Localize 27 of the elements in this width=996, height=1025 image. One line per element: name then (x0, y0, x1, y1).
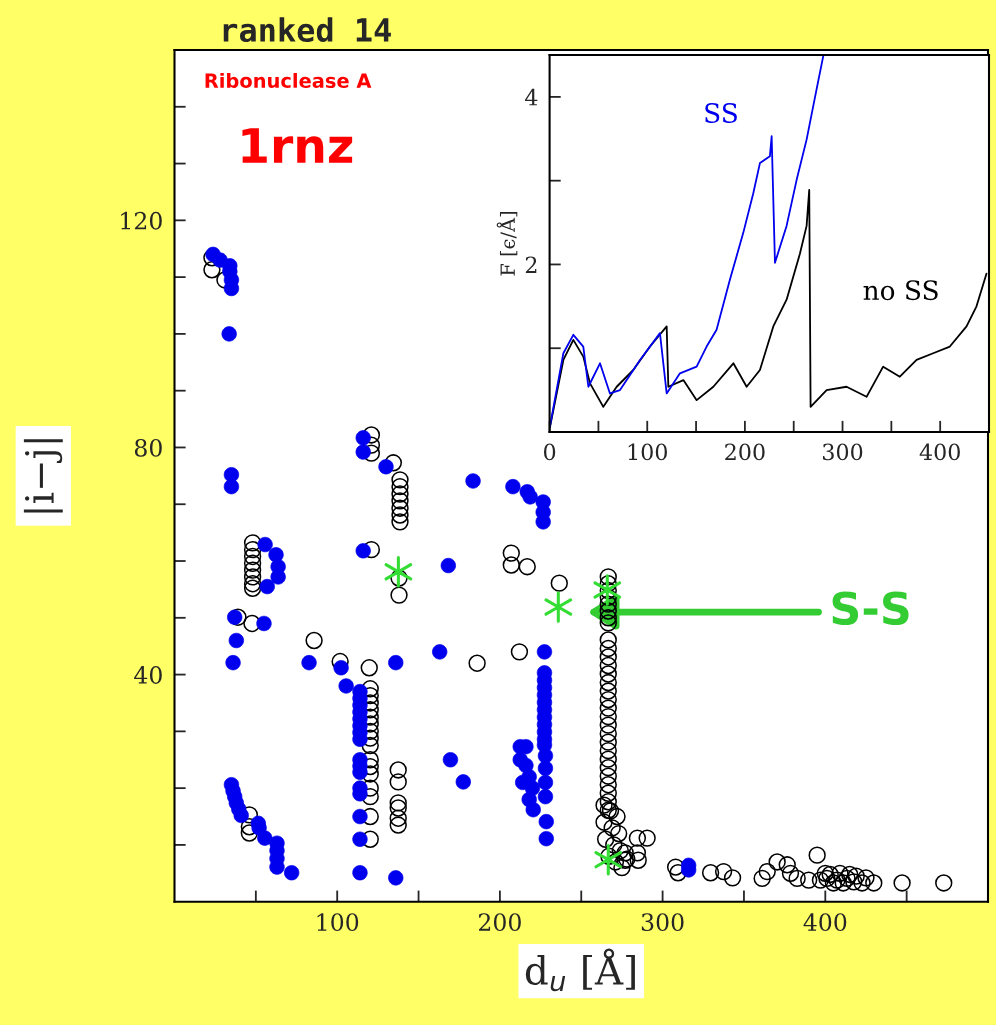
chart-title: ranked 14 (223, 17, 391, 43)
x-tick-label: 200 (725, 443, 765, 461)
point (594, 843, 623, 876)
x-tick-label: 400 (919, 443, 960, 461)
x-tick-label: 300 (641, 913, 684, 932)
x-tick-label: 300 (823, 443, 863, 461)
x-tick-label: 100 (628, 443, 667, 461)
y-axis-title: F [ϵ/Å] (496, 212, 518, 276)
x-tick-label: 200 (478, 913, 521, 932)
x-axis-title: d$_{u}$ [Å] (525, 948, 635, 992)
point (384, 556, 413, 588)
y-tick-label: 80 (134, 438, 162, 457)
y-tick-label: 40 (134, 666, 162, 684)
point (544, 591, 573, 623)
point (593, 574, 622, 606)
series-label: no SS (863, 280, 938, 301)
y-axis-title: |i−j| (23, 439, 63, 513)
annotation: Ribonuclease A (205, 72, 372, 89)
x-tick-label: 100 (317, 913, 359, 932)
series-label: SS (705, 103, 737, 123)
annotation: S-S (832, 591, 909, 626)
y-tick-label: 2 (525, 256, 537, 273)
x-tick-label: 0 (544, 443, 556, 461)
y-tick-label: 4 (525, 88, 538, 106)
y-tick-label: 120 (121, 211, 162, 230)
annotation: 1rnz (242, 128, 353, 163)
x-tick-label: 400 (803, 913, 847, 932)
